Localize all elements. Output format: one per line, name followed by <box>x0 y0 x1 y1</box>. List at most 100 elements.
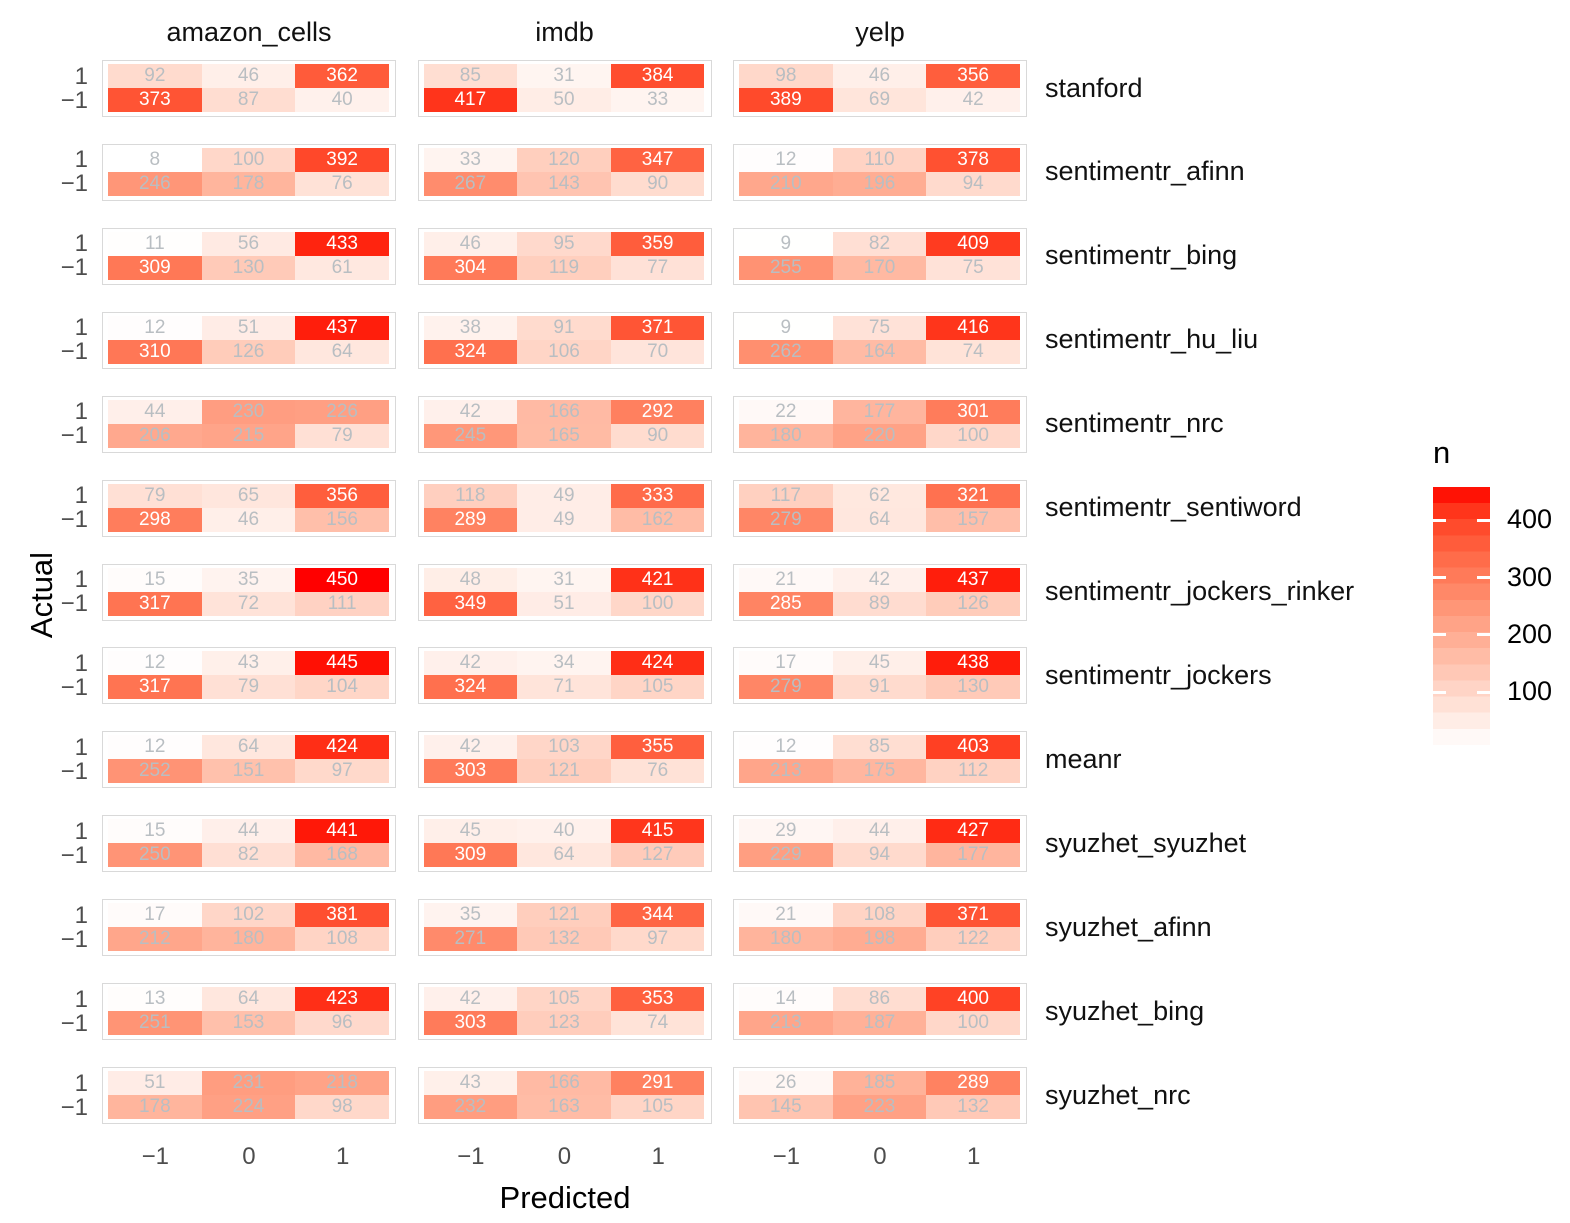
heatmap-cell: 95 <box>517 231 611 256</box>
legend-title: n <box>1433 435 1451 470</box>
heatmap-cell: 110 <box>832 147 927 172</box>
heatmap-cell: 92 <box>108 64 202 88</box>
facet-row-label: syuzhet_nrc <box>1045 1079 1191 1110</box>
heatmap-cell: 69 <box>832 88 927 112</box>
heatmap-cell: 35 <box>201 567 296 592</box>
heatmap-cell: 198 <box>832 927 927 952</box>
heatmap-cell: 126 <box>926 591 1020 616</box>
heatmap-cell: 82 <box>201 843 296 868</box>
legend-tick-label: 300 <box>1507 561 1553 592</box>
heatmap-panel: 45 40 415 309 64 127 <box>417 815 712 873</box>
heatmap-cell: 76 <box>295 171 389 196</box>
y-tick-label: −1 <box>60 673 88 701</box>
x-tick-label: 1 <box>966 1143 981 1170</box>
heatmap-panel: 15 35 450 317 72 111 <box>102 563 396 621</box>
heatmap-cell: 100 <box>926 1011 1020 1036</box>
heatmap-panel: 21 42 437 285 89 126 <box>733 563 1027 621</box>
heatmap-cell: 51 <box>517 591 611 616</box>
heatmap-cell: 108 <box>295 927 389 952</box>
heatmap-cell: 91 <box>517 315 611 340</box>
heatmap-cell: 292 <box>610 399 705 424</box>
heatmap-cell: 91 <box>832 675 927 700</box>
heatmap-cell: 85 <box>423 64 518 88</box>
heatmap-cell: 98 <box>739 64 833 88</box>
heatmap-cell: 309 <box>423 843 518 868</box>
facet-row-label: sentimentr_sentiword <box>1045 492 1302 523</box>
heatmap-cell: 289 <box>423 507 518 532</box>
heatmap-cell: 51 <box>108 1071 202 1096</box>
facet-row-label: sentimentr_hu_liu <box>1045 324 1259 355</box>
heatmap-cell: 100 <box>610 591 705 616</box>
x-tick-label: −1 <box>457 1143 485 1170</box>
heatmap-cell: 220 <box>832 423 927 448</box>
heatmap-cell: 75 <box>832 315 927 340</box>
x-tick-label: 0 <box>873 1143 887 1170</box>
heatmap-cell: 303 <box>423 1011 518 1036</box>
heatmap-cell: 120 <box>517 147 611 172</box>
heatmap-cell: 35 <box>423 903 518 928</box>
heatmap-cell: 86 <box>832 987 927 1012</box>
legend-tick-mark <box>1433 518 1446 522</box>
heatmap-cell: 213 <box>739 1011 833 1036</box>
heatmap-cell: 76 <box>610 759 705 784</box>
y-tick-label: −1 <box>60 925 88 953</box>
legend-tick-mark <box>1433 576 1446 580</box>
heatmap-cell: 230 <box>201 399 296 424</box>
heatmap-cell: 166 <box>517 1071 611 1096</box>
heatmap-panel: 46 95 359 304 119 77 <box>417 227 712 285</box>
facet-row-label: sentimentr_jockers <box>1045 659 1272 690</box>
heatmap-cell: 317 <box>108 675 202 700</box>
y-tick-label: −1 <box>60 1093 88 1121</box>
heatmap-cell: 94 <box>832 843 927 868</box>
heatmap-cell: 356 <box>295 483 389 508</box>
heatmap-cell: 438 <box>926 651 1020 676</box>
heatmap-cell: 45 <box>423 819 518 844</box>
heatmap-cell: 304 <box>423 255 518 280</box>
heatmap-cell: 21 <box>739 903 833 928</box>
facet-row-label: meanr <box>1045 743 1122 774</box>
heatmap-cell: 231 <box>201 1071 296 1096</box>
heatmap-cell: 123 <box>517 1011 611 1036</box>
heatmap-cell: 94 <box>926 171 1020 196</box>
heatmap-cell: 77 <box>610 255 705 280</box>
heatmap-panel: 85 31 384 417 50 33 <box>417 60 712 117</box>
y-tick-label: −1 <box>60 757 88 785</box>
heatmap-cell: 285 <box>739 591 833 616</box>
y-tick-label: 1 <box>74 566 88 594</box>
heatmap-cell: 224 <box>201 1095 296 1120</box>
heatmap-cell: 70 <box>610 339 705 364</box>
heatmap-cell: 309 <box>108 255 202 280</box>
heatmap-cell: 450 <box>295 567 389 592</box>
heatmap-cell: 177 <box>926 843 1020 868</box>
heatmap-cell: 175 <box>832 759 927 784</box>
legend-tick-mark <box>1477 690 1490 694</box>
heatmap-panel: 17 102 381 212 180 108 <box>102 899 396 957</box>
y-tick-label: 1 <box>74 985 88 1013</box>
heatmap-panel: 51 231 218 178 224 98 <box>102 1067 396 1125</box>
heatmap-cell: 106 <box>517 339 611 364</box>
y-tick-label: 1 <box>74 901 88 929</box>
heatmap-panel: 29 44 427 229 94 177 <box>733 815 1027 873</box>
y-tick-label: −1 <box>60 170 88 198</box>
heatmap-cell: 42 <box>926 88 1020 112</box>
heatmap-panel: 15 44 441 250 82 168 <box>102 815 396 873</box>
heatmap-panel: 38 91 371 324 106 70 <box>417 311 712 369</box>
heatmap-cell: 445 <box>295 651 389 676</box>
heatmap-cell: 42 <box>423 987 518 1012</box>
y-tick-label: −1 <box>60 254 88 282</box>
heatmap-cell: 359 <box>610 231 705 256</box>
heatmap-cell: 143 <box>517 171 611 196</box>
heatmap-cell: 166 <box>517 399 611 424</box>
heatmap-cell: 46 <box>832 64 927 88</box>
y-tick-label: 1 <box>74 1069 88 1097</box>
heatmap-cell: 151 <box>201 759 296 784</box>
heatmap-cell: 14 <box>739 987 833 1012</box>
legend-tick-label: 200 <box>1507 618 1553 649</box>
heatmap-panel: 44 230 226 206 215 79 <box>102 395 396 453</box>
heatmap-cell: 15 <box>108 567 202 592</box>
x-tick-label: 1 <box>335 1143 350 1170</box>
heatmap-cell: 226 <box>295 399 389 424</box>
y-tick-label: 1 <box>74 733 88 761</box>
heatmap-cell: 64 <box>201 987 296 1012</box>
heatmap-panel: 79 65 356 298 46 156 <box>102 479 396 537</box>
